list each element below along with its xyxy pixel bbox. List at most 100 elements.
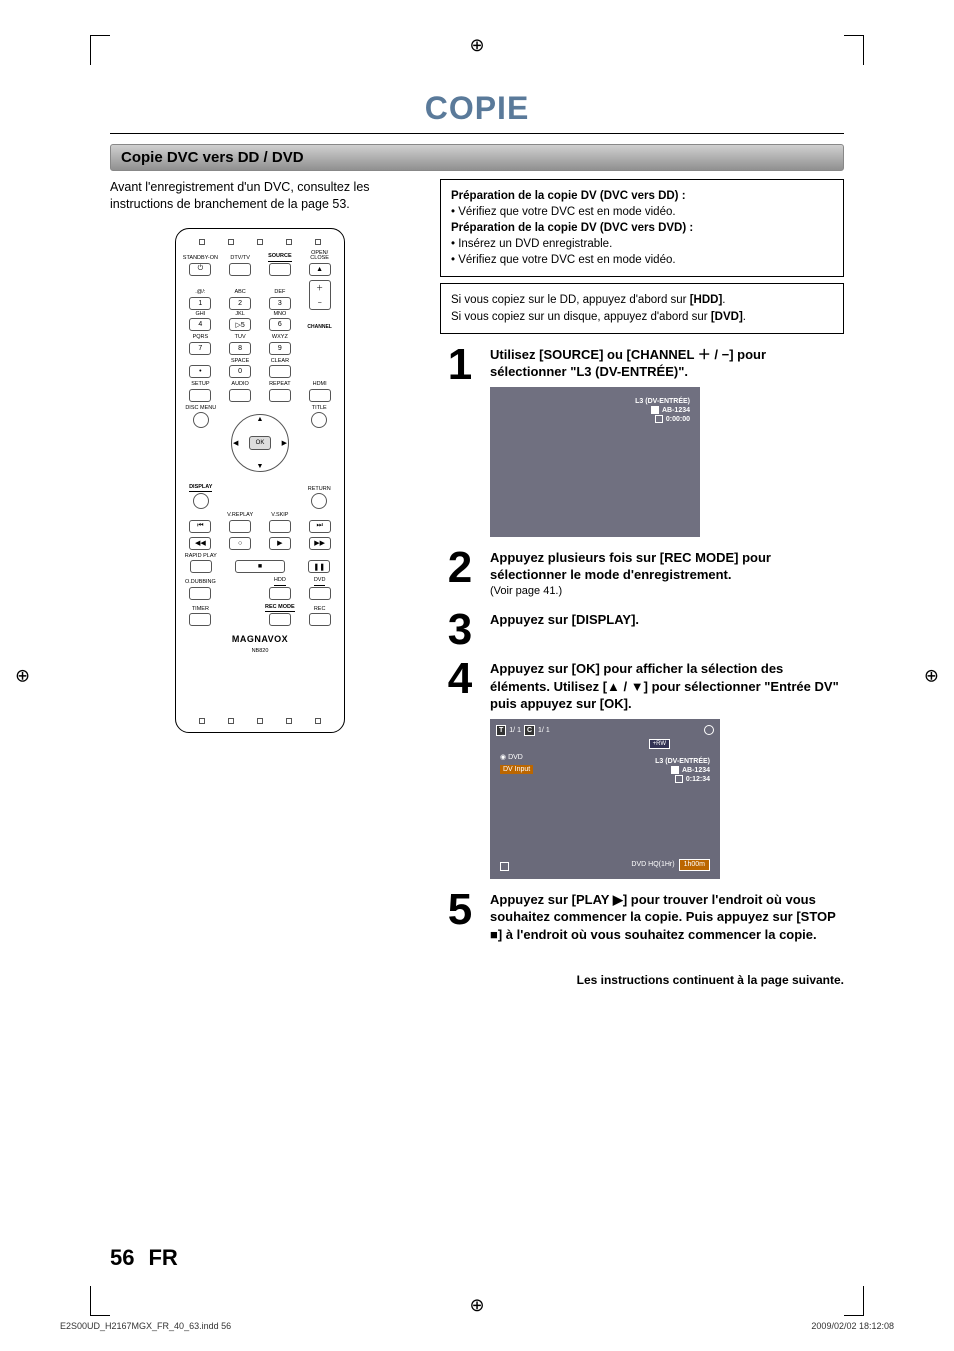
step-1: 1 Utilisez [SOURCE] ou [CHANNEL ＋ / −] p… [440, 346, 844, 537]
play-button: ▶ [269, 537, 291, 550]
key-6: 6 [269, 318, 291, 331]
menu-item: ◉ DVD [500, 753, 533, 763]
print-footer: E2S00UD_H2167MGX_FR_40_63.indd 56 2009/0… [60, 1321, 894, 1331]
remote-label: DISPLAY [189, 485, 212, 493]
remote-label: REC MODE [265, 605, 295, 613]
stop-icon: ■ [490, 927, 498, 942]
corner-mark [90, 1286, 110, 1316]
rapid-play-button [190, 560, 212, 573]
screen-text: 1/ 1 [538, 726, 550, 735]
remote-label: RETURN [301, 487, 339, 493]
title-button [311, 412, 327, 428]
remote-label: TUV [222, 335, 259, 341]
step-text: Utilisez [SOURCE] ou [CHANNEL ＋ / −] pou… [490, 346, 844, 381]
step-text: Appuyez plusieurs fois sur [REC MODE] po… [490, 549, 844, 584]
remote-label: SPACE [222, 359, 259, 365]
screen-text: AB-1234 [662, 407, 690, 414]
step-4: 4 Appuyez sur [OK] pour afficher la séle… [440, 660, 844, 879]
pause-button: ❚❚ [308, 560, 330, 573]
footer-date: 2009/02/02 18:12:08 [811, 1321, 894, 1331]
return-button [311, 493, 327, 509]
remote-label: O.DUBBING [182, 580, 219, 586]
screen-text: L3 (DV-ENTRÉE) [655, 757, 710, 766]
remote-label: HDMI [301, 382, 338, 388]
square-icon [671, 766, 679, 774]
remote-label: HDD [274, 578, 286, 586]
step-text: Appuyez sur [OK] pour afficher la sélect… [490, 660, 844, 713]
key-7: 7 [189, 342, 211, 355]
step-2: 2 Appuyez plusieurs fois sur [REC MODE] … [440, 549, 844, 599]
skip-back-button: ⏮ [189, 520, 211, 533]
page-number: 56FR [110, 1245, 178, 1271]
recmode-button [269, 613, 291, 626]
screen-text: L3 (DV-ENTRÉE) [635, 397, 690, 406]
remote-label: V.SKIP [262, 513, 299, 519]
target-line: Si vous copiez sur un disque, appuyez d'… [451, 309, 833, 325]
section-header: Copie DVC vers DD / DVD [110, 144, 844, 171]
remote-label: WXYZ [262, 335, 299, 341]
square-icon [655, 415, 663, 423]
dvd-button [309, 587, 331, 600]
remote-brand: MAGNAVOX [182, 634, 338, 644]
step-5: 5 Appuyez sur [PLAY ▶] pour trouver l'en… [440, 891, 844, 944]
square-icon [651, 406, 659, 414]
step-3: 3 Appuyez sur [DISPLAY]. [440, 611, 844, 648]
remote-label: REPEAT [262, 382, 299, 388]
remote-label: DEF [262, 290, 299, 296]
prep-heading: Préparation de la copie DV (DVC vers DVD… [451, 220, 833, 236]
remote-label: V.REPLAY [222, 513, 259, 519]
remote-label: STANDBY-ON [182, 256, 219, 262]
key-5: ▷5 [229, 318, 251, 331]
step-number: 5 [440, 891, 480, 944]
remote-label: CLEAR [262, 359, 299, 365]
step-number: 3 [440, 611, 480, 648]
skip-fwd-button: ⏭ [309, 520, 331, 533]
time-pill: 1h00m [679, 859, 710, 870]
ok-button: OK [249, 436, 271, 450]
corner-mark [844, 35, 864, 65]
key-2: 2 [229, 297, 251, 310]
remote-label: .@/: [182, 290, 219, 296]
rule [110, 133, 844, 134]
screen-text: 0:00:00 [666, 416, 690, 423]
screen-preview-1: L3 (DV-ENTRÉE) AB-1234 0:00:00 [490, 387, 700, 537]
page-title: COPIE [110, 90, 844, 127]
timer-button [189, 613, 211, 626]
vreplay-button [229, 520, 251, 533]
repeat-button [269, 389, 291, 402]
remote-model: NB820 [182, 648, 338, 654]
source-button [269, 263, 291, 276]
plus-icon: ＋ [698, 347, 711, 362]
display-button [193, 493, 209, 509]
corner-mark [90, 35, 110, 65]
square-icon [675, 775, 683, 783]
corner-mark [844, 1286, 864, 1316]
key-8: 8 [229, 342, 251, 355]
screen-text: DVD HQ(1Hr) [631, 860, 674, 869]
step-text: Appuyez sur [PLAY ▶] pour trouver l'endr… [490, 891, 844, 944]
key-dot: • [189, 365, 211, 378]
menu-item-selected: DV Input [500, 765, 533, 775]
remote-label: REC [301, 607, 338, 613]
open-close-button: ▲ [309, 263, 331, 276]
remote-label: MNO [262, 312, 299, 318]
square-icon [500, 862, 509, 871]
remote-label: DVD [314, 578, 326, 586]
standby-button: ⏻ [189, 263, 211, 276]
prep-line: • Insérez un DVD enregistrable. [451, 236, 833, 252]
key-1: 1 [189, 297, 211, 310]
remote-label: SETUP [182, 382, 219, 388]
remote-label: GHI [182, 312, 219, 318]
target-box: Si vous copiez sur le DD, appuyez d'abor… [440, 283, 844, 333]
rw-badge: +RW [649, 739, 670, 749]
dpad: ▲▼◀▶ OK [225, 408, 295, 478]
down-arrow-icon: ▼ [631, 679, 644, 694]
audio-button [229, 389, 251, 402]
crop-mark-icon: ⊕ [924, 665, 939, 686]
hdmi-button [309, 389, 331, 402]
crop-mark-icon: ⊕ [469, 1295, 484, 1316]
crop-mark-icon: ⊕ [15, 665, 30, 686]
remote-label: OPEN/ CLOSE [301, 251, 338, 262]
remote-label: JKL [222, 312, 259, 318]
screen-text: 0:12:34 [686, 776, 710, 783]
